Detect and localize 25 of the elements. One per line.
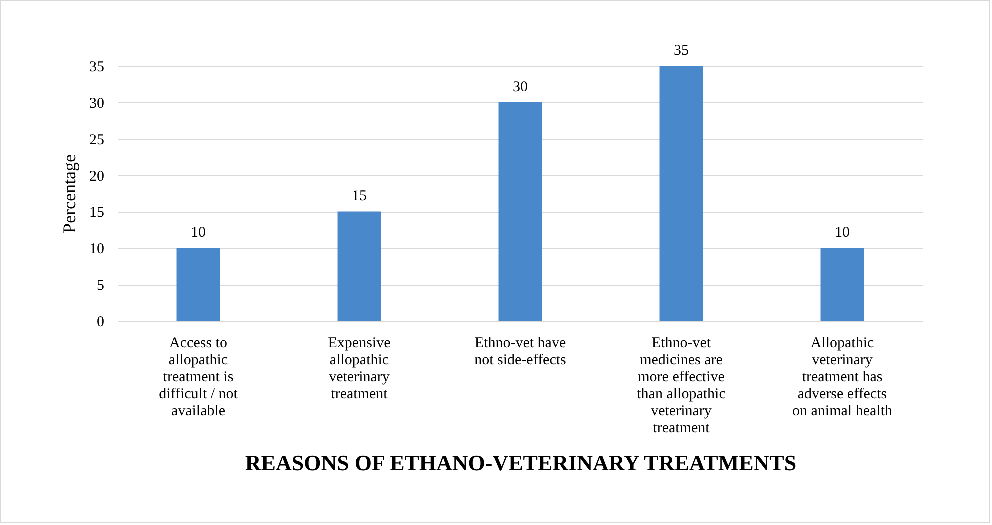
bar (820, 248, 864, 321)
data-label: 30 (513, 79, 528, 96)
y-tick-label: 25 (90, 132, 104, 148)
x-tick-label: Expensive allopathic veterinary treatment (328, 336, 392, 402)
y-tick-label: 0 (97, 314, 104, 330)
data-label: 35 (674, 43, 689, 59)
y-tick-label: 30 (90, 96, 104, 112)
y-tick-label: 35 (90, 60, 104, 76)
bar (176, 248, 220, 321)
data-label: 10 (835, 225, 850, 242)
x-tick-label: Access to allopathic treatment is difficult / not available (159, 336, 239, 420)
bar (660, 66, 704, 321)
data-label: 10 (191, 225, 206, 242)
y-axis-title: Percentage (60, 154, 80, 234)
y-tick-label: 5 (97, 278, 104, 294)
x-axis-title: REASONS OF ETHANO-VETERINARY TREATMENTS (245, 450, 797, 476)
bar (498, 102, 542, 321)
bar (338, 212, 382, 321)
x-tick-label: Allopathic veterinary treatment has adverse effects on animal health (792, 336, 893, 420)
y-tick-label: 10 (90, 242, 104, 258)
data-label: 15 (352, 188, 367, 205)
y-tick-label: 20 (90, 168, 104, 185)
y-tick-label: 15 (90, 205, 104, 222)
x-tick-label: Ethno-vet medicines are more effective than allopathic veterinary treatment (637, 336, 726, 436)
x-tick-label: Ethno-vet have not side-effects (474, 336, 567, 368)
